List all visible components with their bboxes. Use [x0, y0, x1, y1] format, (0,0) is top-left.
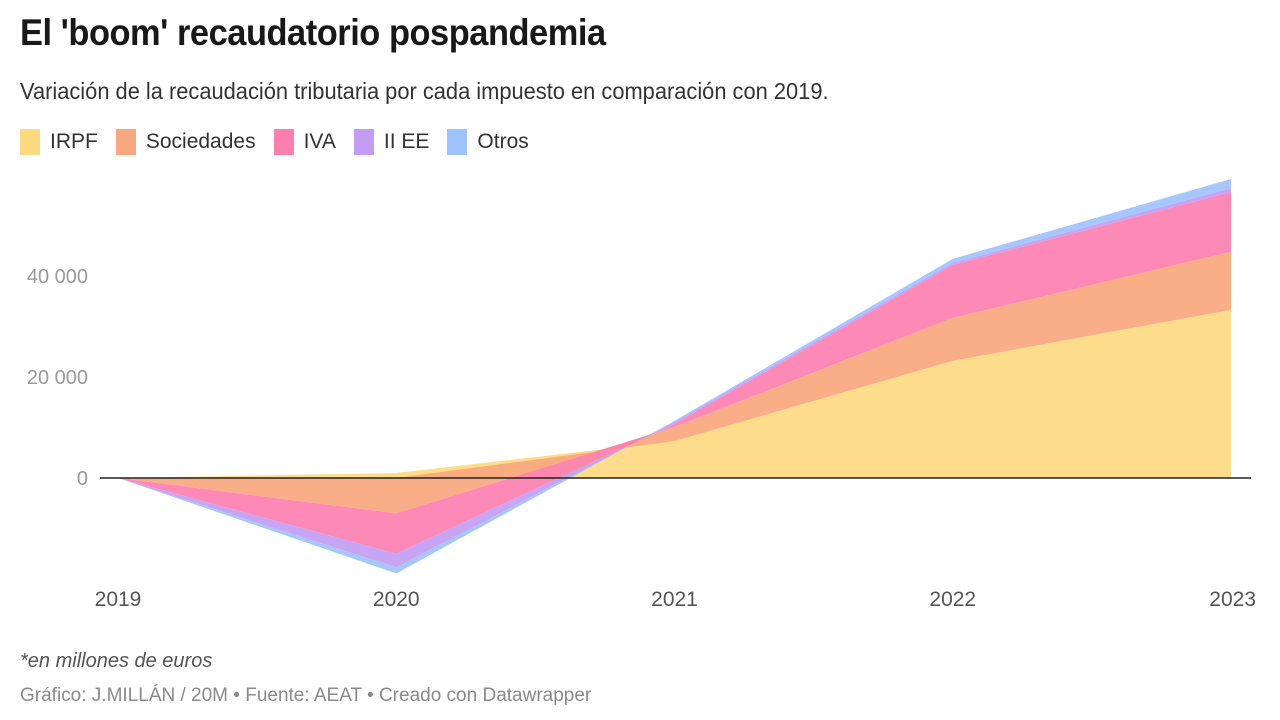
legend-label-irpf: IRPF	[50, 130, 98, 153]
legend-item-sociedades: Sociedades	[115, 129, 256, 155]
legend-swatch-irpf	[20, 129, 40, 155]
legend-item-ii-ee: II EE	[353, 129, 430, 155]
area-layers	[118, 179, 1231, 574]
legend-swatch-ii-ee	[353, 129, 374, 155]
y-tick-label: 20 000	[27, 367, 88, 389]
y-axis: 0 20 000 40 000	[27, 266, 88, 490]
x-tick-label: 2023	[1209, 588, 1256, 611]
y-tick-label: 0	[77, 468, 88, 490]
x-tick-label: 2022	[929, 588, 976, 611]
legend-label-iva: IVA	[303, 130, 336, 153]
legend-swatch-iva	[273, 129, 294, 155]
legend-item-otros: Otros	[447, 129, 529, 155]
legend: IRPF Sociedades IVA II EE Otros	[20, 129, 547, 155]
x-axis: 2019 2020 2021 2022 2023	[95, 588, 1256, 611]
x-tick-label: 2019	[95, 588, 142, 611]
legend-item-irpf: IRPF	[20, 129, 98, 155]
legend-label-otros: Otros	[477, 130, 529, 153]
source-credit: Gráfico: J.MILLÁN / 20M • Fuente: AEAT •…	[20, 685, 592, 706]
legend-item-iva: IVA	[273, 129, 336, 155]
x-tick-label: 2020	[373, 588, 420, 611]
chart-title: El 'boom' recaudatorio pospandemia	[20, 12, 606, 53]
units-note: *en millones de euros	[20, 650, 213, 672]
area-iva	[118, 192, 1231, 554]
legend-label-sociedades: Sociedades	[145, 130, 256, 153]
x-tick-label: 2021	[651, 588, 698, 611]
area-sociedades	[118, 251, 1231, 514]
area-irpf	[118, 309, 1231, 478]
y-tick-label: 40 000	[27, 266, 88, 288]
legend-swatch-sociedades	[115, 129, 136, 155]
chart-subtitle: Variación de la recaudación tributaria p…	[20, 78, 829, 104]
legend-label-ii-ee: II EE	[383, 130, 430, 153]
legend-swatch-otros	[447, 129, 468, 155]
